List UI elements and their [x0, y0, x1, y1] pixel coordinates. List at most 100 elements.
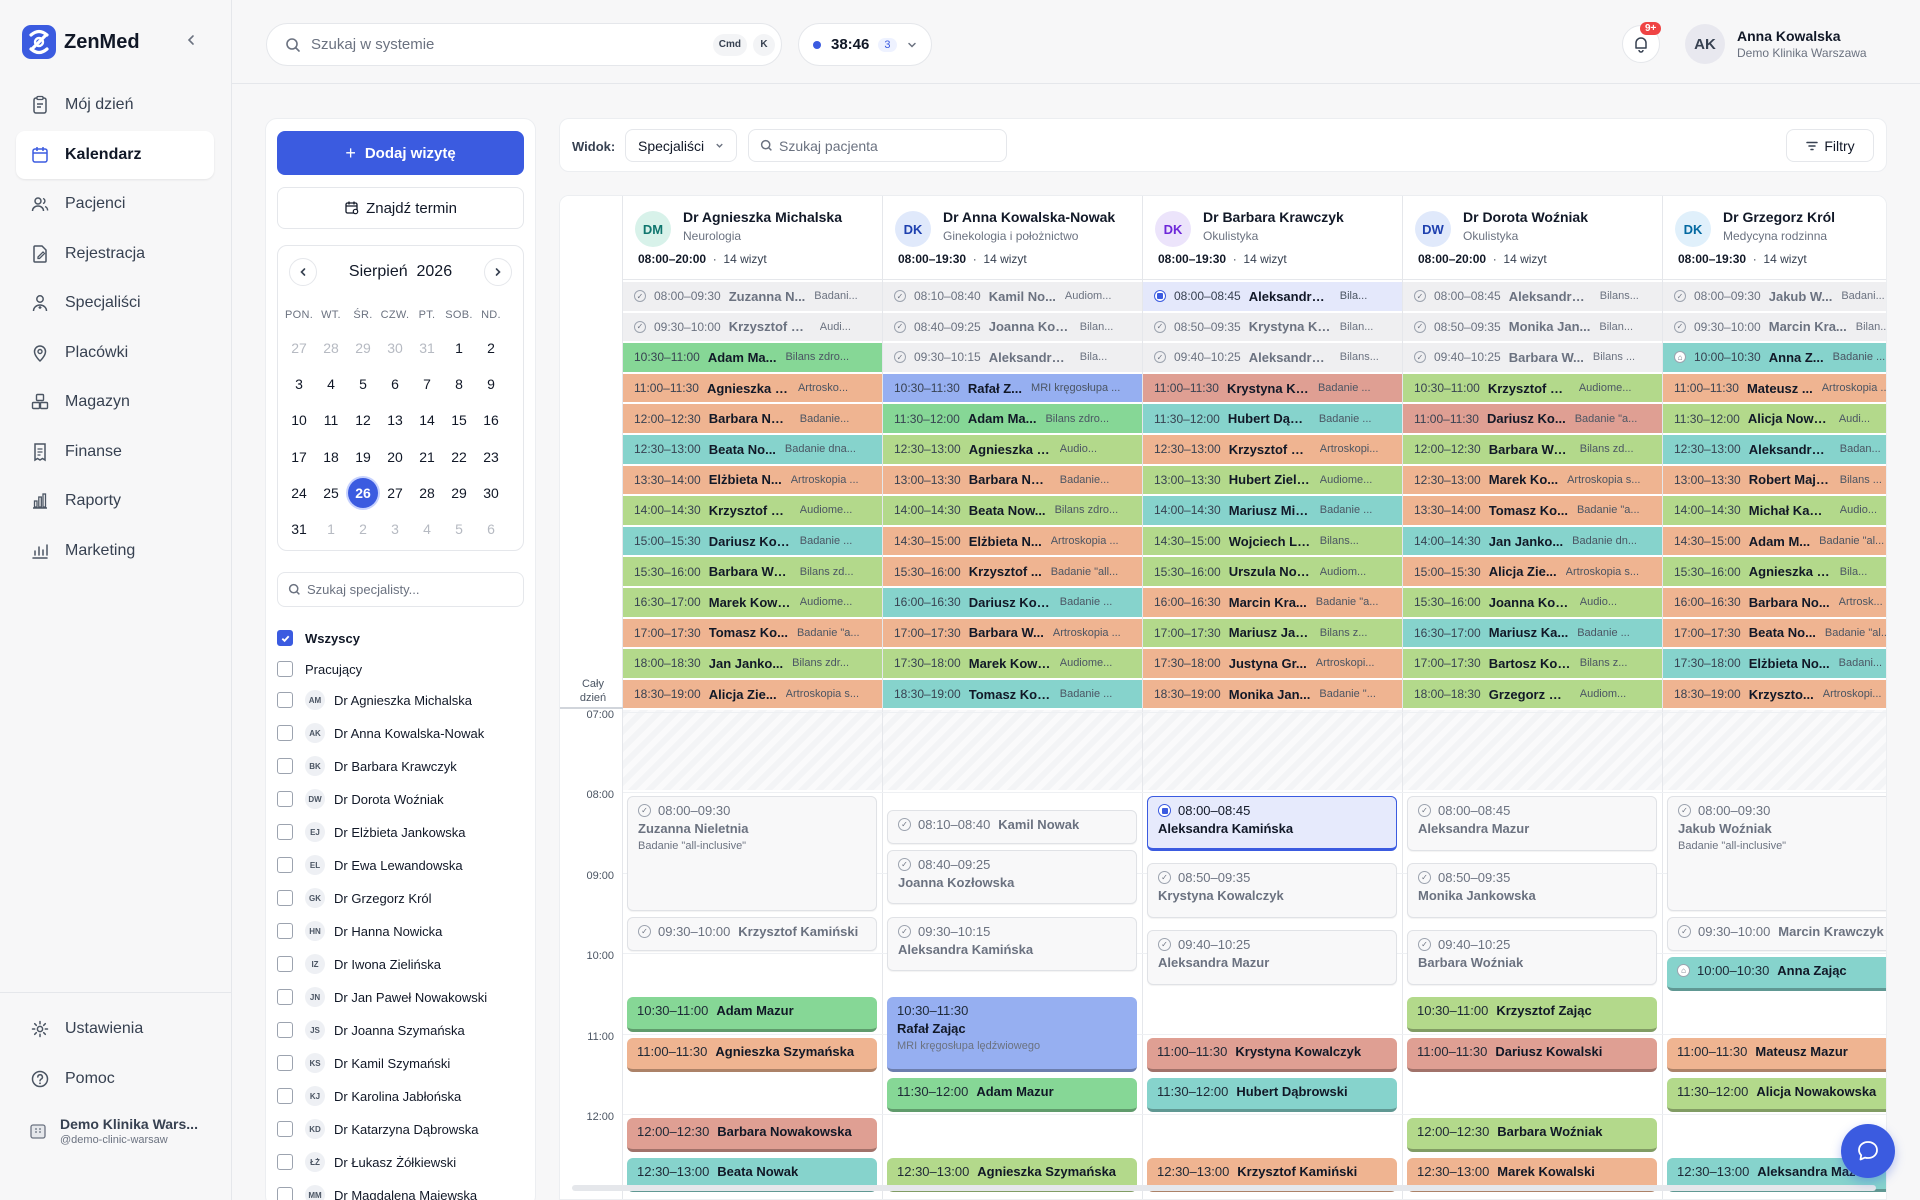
nav-item-boxes[interactable]: Magazyn — [16, 378, 214, 426]
calendar-day[interactable]: 9 — [487, 376, 495, 393]
find-slot-button[interactable]: Znajdź termin — [277, 187, 524, 229]
filters-button[interactable]: Filtry — [1786, 129, 1874, 162]
checkbox[interactable] — [277, 890, 293, 906]
appointment-card[interactable]: ✓ 08:00–09:30 Jakub Woźniak Badanie "all-in… — [1667, 796, 1886, 911]
allday-appointment[interactable]: 14:00–14:30 Beata Now... Bilans zdro... — [883, 496, 1142, 526]
calendar-day[interactable]: 2 — [487, 340, 495, 356]
calendar-day[interactable]: 6 — [487, 521, 495, 537]
specialist-item[interactable]: DW Dr Dorota Woźniak — [277, 787, 444, 811]
calendar-day[interactable]: 2 — [359, 521, 367, 537]
view-select[interactable]: Specjaliści — [625, 129, 737, 162]
allday-appointment[interactable]: 15:00–15:30 Dariusz Kow... Badanie ... — [623, 526, 882, 557]
allday-appointment[interactable]: 16:30–17:00 Mariusz Ka... Badanie ... — [1403, 618, 1662, 649]
appointment-card[interactable]: 11:00–11:30 Agnieszka Szymańska — [627, 1037, 877, 1072]
allday-appointment[interactable]: 10:30–11:30 Rafał Z... MRI kręgosłupa ... — [883, 373, 1142, 404]
allday-appointment[interactable]: ✓ 08:10–08:40 Kamil No... Audiom... — [883, 282, 1142, 312]
calendar-day[interactable]: 24 — [291, 484, 307, 501]
global-search-input[interactable]: Szukaj w systemie — [311, 36, 435, 53]
patient-search[interactable]: Szukaj pacjenta — [748, 129, 1007, 162]
calendar-day[interactable]: 14 — [419, 412, 435, 429]
allday-appointment[interactable]: 11:30–12:00 Adam Ma... Bilans zdro... — [883, 404, 1142, 434]
nav-item-calendar[interactable]: Kalendarz — [16, 130, 214, 179]
appointment-card[interactable]: 11:00–11:30 Krystyna Kowalczyk — [1147, 1037, 1397, 1072]
calendar-day[interactable]: 26 — [348, 477, 378, 508]
allday-appointment[interactable]: 11:30–12:00 Alicja Nowako... Audi... — [1663, 404, 1886, 434]
global-search[interactable]: Szukaj w systemie Cmd K — [266, 23, 782, 66]
allday-appointment[interactable]: 10:30–11:00 Krzysztof Za... Audiome... — [1403, 373, 1662, 404]
allday-appointment[interactable]: 18:30–19:00 Krzyszto... Artroskopi... — [1663, 679, 1886, 710]
appointment-card[interactable]: ✓ 08:10–08:40 Kamil Nowak — [887, 809, 1137, 844]
calendar-day[interactable]: 5 — [359, 376, 367, 393]
checkbox[interactable] — [277, 630, 293, 646]
specialist-item[interactable]: JS Dr Joanna Szymańska — [277, 1018, 465, 1042]
timer-widget[interactable]: 38:46 3 — [798, 23, 932, 66]
calendar-day[interactable]: 15 — [451, 412, 467, 429]
allday-appointment[interactable]: 14:00–14:30 Mariusz Mic... Badanie ... — [1143, 496, 1402, 526]
calendar-day[interactable]: 25 — [323, 484, 339, 501]
allday-appointment[interactable]: 08:00–08:45 Aleksandra K... Bila... — [1143, 282, 1402, 312]
allday-appointment[interactable]: 15:30–16:00 Barbara Woź... Bilans zd... — [623, 557, 882, 587]
calendar-day[interactable]: 17 — [291, 448, 307, 465]
calendar-day[interactable]: 3 — [295, 376, 303, 393]
specialist-item[interactable]: ŁŻ Dr Łukasz Żółkiewski — [277, 1150, 456, 1174]
appointment-card[interactable]: 10:30–11:00 Adam Mazur — [627, 997, 877, 1032]
user-avatar[interactable]: AK — [1685, 24, 1725, 64]
allday-appointment[interactable]: 17:30–18:00 Justyna Gr... Artroskopi... — [1143, 649, 1402, 679]
allday-appointment[interactable]: 14:00–14:30 Jan Janko... Badanie dn... — [1403, 526, 1662, 557]
allday-appointment[interactable]: 18:30–19:00 Alicja Zie... Artroskopia s... — [623, 679, 882, 710]
appointment-card[interactable]: ✓ 08:40–09:25 Joanna Kozłowska — [887, 850, 1137, 905]
calendar-day[interactable]: 19 — [355, 448, 371, 465]
appointment-card[interactable]: ✓ 08:50–09:35 Krystyna Kowalczyk — [1147, 863, 1397, 918]
appointment-card[interactable]: 11:30–12:00 Adam Mazur — [887, 1077, 1137, 1112]
nav-item-receipt[interactable]: Finanse — [16, 428, 214, 476]
appointment-card[interactable]: 11:30–12:00 Hubert Dąbrowski — [1147, 1077, 1397, 1112]
checkbox[interactable] — [277, 857, 293, 873]
checkbox[interactable] — [277, 692, 293, 708]
allday-appointment[interactable]: ✓ 08:00–09:30 Zuzanna N... Badani... — [623, 282, 882, 312]
allday-appointment[interactable]: ✓ 09:30–10:00 Marcin Kra... Bilan... — [1663, 312, 1886, 343]
calendar-day[interactable]: 7 — [423, 376, 431, 393]
allday-appointment[interactable]: 13:00–13:30 Barbara Now... Badanie... — [883, 465, 1142, 496]
allday-appointment[interactable]: 12:30–13:00 Agnieszka Szy... Audio... — [883, 435, 1142, 465]
allday-appointment[interactable]: 17:00–17:30 Tomasz Ko... Badanie "a... — [623, 618, 882, 649]
allday-appointment[interactable]: 16:00–16:30 Marcin Kra... Badanie "a... — [1143, 588, 1402, 618]
specialist-item[interactable]: AK Dr Anna Kowalska-Nowak — [277, 721, 484, 745]
allday-appointment[interactable]: ✓ 09:40–10:25 Aleksandra ... Bilans... — [1143, 343, 1402, 373]
calendar-day[interactable]: 20 — [387, 448, 403, 465]
specialist-column-header[interactable]: DK Dr Barbara Krawczyk Okulistyka 08:00–19:… — [1143, 196, 1403, 280]
allday-appointment[interactable]: 13:30–14:00 Tomasz Ko... Badanie "a... — [1403, 496, 1662, 526]
specialist-item[interactable]: IZ Dr Iwona Zielińska — [277, 952, 441, 976]
allday-appointment[interactable]: 17:00–17:30 Beata No... Badanie "al... — [1663, 618, 1886, 649]
next-month-button[interactable] — [484, 258, 512, 286]
allday-appointment[interactable]: 16:30–17:00 Marek Kowal... Audiome... — [623, 588, 882, 618]
allday-appointment[interactable]: 16:00–16:30 Barbara No... Artrosk... — [1663, 588, 1886, 618]
specialist-column-header[interactable]: DM Dr Agnieszka Michalska Neurologia 08:00–… — [623, 196, 883, 280]
collapse-sidebar-button[interactable] — [184, 33, 198, 47]
appointment-card[interactable]: ⌂ 10:00–10:30 Anna Zając — [1667, 957, 1886, 992]
allday-appointment[interactable]: ✓ 09:30–10:00 Krzysztof Ka... Audi... — [623, 312, 882, 343]
calendar-day[interactable]: 22 — [451, 448, 467, 465]
checkbox[interactable] — [277, 989, 293, 1005]
appointment-card[interactable]: ✓ 09:30–10:15 Aleksandra Kamińska — [887, 917, 1137, 972]
nav-item-users[interactable]: Pacjenci — [16, 180, 214, 228]
allday-appointment[interactable]: 13:00–13:30 Robert Maje... Bilans ... — [1663, 465, 1886, 496]
user-name[interactable]: Anna Kowalska — [1737, 28, 1841, 44]
checkbox[interactable] — [277, 758, 293, 774]
appointment-card[interactable]: 08:00–08:45 Aleksandra Kamińska — [1147, 796, 1397, 851]
allday-appointment[interactable]: 13:00–13:30 Hubert Zieliń... Audiome... — [1143, 465, 1402, 496]
allday-appointment[interactable]: 15:30–16:00 Krzysztof ... Badanie "all... — [883, 557, 1142, 587]
allday-appointment[interactable]: 17:30–18:00 Marek Kowal... Audiome... — [883, 649, 1142, 679]
allday-appointment[interactable]: 18:30–19:00 Tomasz Kow... Badanie ... — [883, 679, 1142, 710]
checkbox[interactable] — [277, 1088, 293, 1104]
nav-item-help-circle[interactable]: Pomoc — [16, 1055, 214, 1103]
calendar-day[interactable]: 5 — [455, 521, 463, 537]
allday-appointment[interactable]: 12:00–12:30 Barbara Woź... Bilans zd... — [1403, 435, 1662, 465]
allday-appointment[interactable]: 12:00–12:30 Barbara Now... Badanie... — [623, 404, 882, 434]
allday-appointment[interactable]: 14:30–15:00 Adam M... Badanie "al... — [1663, 526, 1886, 557]
nav-item-trend-chart[interactable]: Marketing — [16, 527, 214, 575]
patient-search-input[interactable]: Szukaj pacjenta — [779, 137, 878, 154]
calendar-day[interactable]: 28 — [419, 484, 435, 501]
allday-appointment[interactable]: 17:30–18:00 Elżbieta No... Badani... — [1663, 649, 1886, 679]
calendar-day[interactable]: 29 — [451, 484, 467, 501]
calendar-day[interactable]: 30 — [387, 340, 403, 356]
